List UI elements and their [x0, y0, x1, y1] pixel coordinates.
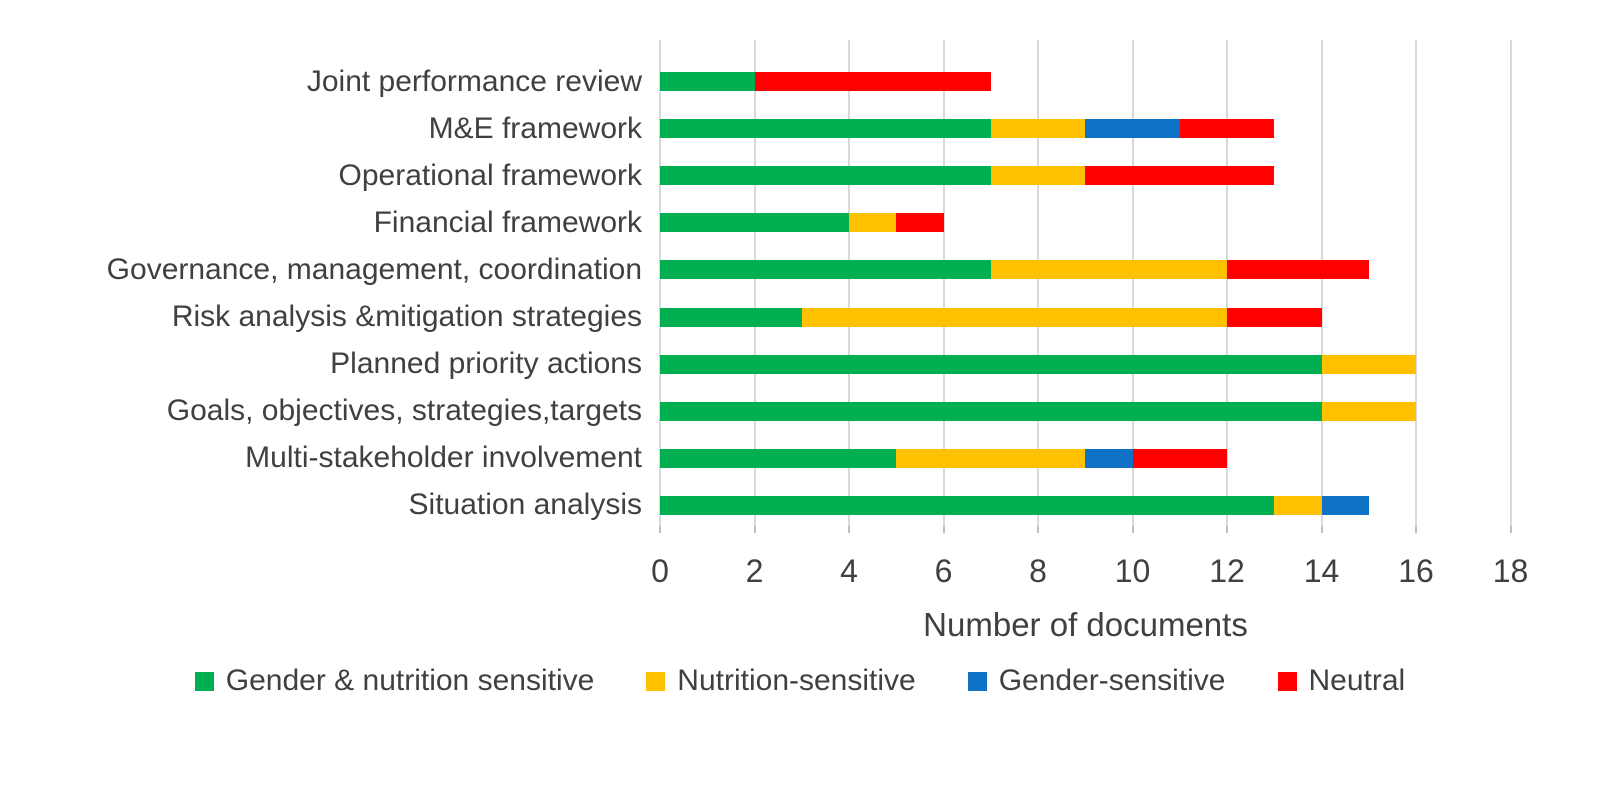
gridline [1509, 40, 1512, 526]
legend-swatch [646, 671, 666, 691]
bar-segment [1227, 307, 1322, 327]
bar-segment [1132, 448, 1227, 468]
category-label: Joint performance review [306, 64, 642, 98]
x-tick-label: 12 [1209, 553, 1245, 589]
gridline [1415, 40, 1417, 526]
bar-segment [660, 307, 802, 327]
bar-segment [660, 119, 991, 139]
bar-segment [660, 448, 897, 468]
gridline [942, 40, 945, 526]
x-tick-label: 0 [651, 553, 669, 589]
bar-segment [990, 119, 1086, 139]
tick-mark [1509, 526, 1512, 533]
x-tick-label: 18 [1492, 553, 1529, 589]
x-tick-label: 4 [840, 553, 858, 589]
bar-segment [660, 495, 1275, 515]
category-label: Goals, objectives, strategies,targets [166, 394, 642, 428]
bar-segment [1085, 119, 1180, 139]
bar-segment [660, 401, 1322, 421]
legend-label: Nutrition-sensitive [677, 664, 916, 697]
gridline [1226, 40, 1228, 526]
bar-segment [801, 307, 1227, 327]
tick-mark [848, 526, 850, 533]
gridline [1320, 40, 1323, 526]
bar-segment [660, 213, 849, 233]
tick-mark [1320, 526, 1323, 533]
bar-segment [896, 213, 944, 233]
category-label: Planned priority actions [330, 347, 642, 381]
bar-segment [849, 213, 897, 233]
bar-segment [1321, 401, 1416, 421]
bar-segment [660, 166, 991, 186]
bar-segment [1085, 448, 1133, 468]
legend-item: Nutrition-sensitive [646, 664, 916, 698]
legend-swatch [1277, 671, 1297, 691]
category-label: Governance, management, coordination [106, 252, 642, 286]
bar-segment [896, 448, 1086, 468]
bar-segment [1321, 354, 1416, 374]
x-tick-label: 10 [1114, 553, 1151, 589]
legend-label: Neutral [1308, 664, 1406, 697]
tick-mark [942, 526, 945, 533]
bar-segment [660, 260, 991, 280]
gridline [1131, 40, 1134, 526]
bar-segment [1227, 260, 1369, 280]
bar-segment [660, 354, 1322, 374]
category-label: Financial framework [373, 205, 642, 239]
tick-mark [659, 526, 661, 533]
gridline [659, 40, 661, 526]
bar-segment [1085, 166, 1275, 186]
category-label: M&E framework [428, 111, 642, 145]
bar-segment [990, 166, 1086, 186]
tick-mark [1037, 526, 1039, 533]
category-label: Situation analysis [408, 488, 642, 522]
bar-segment [990, 260, 1227, 280]
tick-mark [1131, 526, 1134, 533]
bar-segment [1321, 495, 1369, 515]
gridline [753, 40, 756, 526]
bar-segment [1179, 119, 1275, 139]
tick-mark [753, 526, 756, 533]
bar-segment [660, 72, 755, 91]
x-tick-label: 6 [934, 553, 953, 589]
legend-label: Gender-sensitive [998, 664, 1226, 697]
legend-item: Neutral [1277, 664, 1406, 698]
legend: Gender & nutrition sensitive Nutrition-se… [0, 664, 1600, 698]
gridline [1037, 40, 1039, 526]
tick-mark [1226, 526, 1228, 533]
category-label: Risk analysis &mitigation strategies [171, 300, 642, 333]
legend-item: Gender & nutrition sensitive [194, 664, 595, 698]
legend-label: Gender & nutrition sensitive [225, 664, 595, 697]
category-label: Operational framework [338, 158, 642, 192]
bar-segment [1274, 495, 1322, 515]
x-tick-label: 2 [745, 553, 764, 589]
x-tick-label: 16 [1398, 553, 1434, 589]
legend-swatch [967, 671, 987, 691]
x-tick-label: 8 [1029, 553, 1047, 589]
bar-segment [754, 72, 991, 91]
legend-item: Gender-sensitive [967, 664, 1226, 698]
tick-mark [1415, 526, 1417, 533]
x-axis-title: Number of documents [923, 606, 1248, 643]
gridline [848, 40, 850, 526]
legend-swatch [194, 671, 214, 691]
x-tick-label: 14 [1303, 553, 1340, 589]
category-label: Multi-stakeholder involvement [245, 441, 642, 475]
